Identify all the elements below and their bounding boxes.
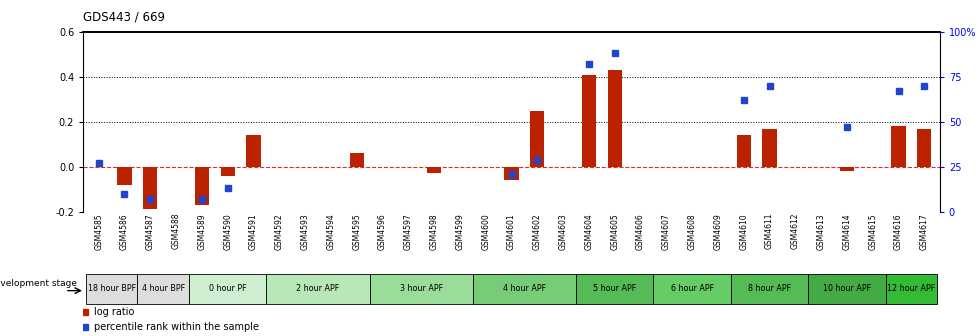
- Text: GSM4609: GSM4609: [713, 213, 722, 250]
- Text: development stage: development stage: [0, 280, 76, 288]
- Text: GSM4603: GSM4603: [558, 213, 567, 250]
- Text: GSM4589: GSM4589: [198, 213, 206, 250]
- Text: GSM4596: GSM4596: [378, 213, 386, 250]
- Text: GSM4585: GSM4585: [94, 213, 103, 250]
- Text: GSM4594: GSM4594: [326, 213, 335, 250]
- Text: GSM4595: GSM4595: [352, 213, 361, 250]
- Bar: [86, 274, 137, 304]
- Text: GSM4611: GSM4611: [764, 213, 774, 249]
- Bar: [808, 274, 885, 304]
- Text: GSM4592: GSM4592: [275, 213, 284, 250]
- Bar: [266, 274, 370, 304]
- Bar: [117, 167, 131, 185]
- Text: 6 hour APF: 6 hour APF: [670, 284, 713, 293]
- Text: GSM4606: GSM4606: [636, 213, 645, 250]
- Text: GSM4605: GSM4605: [609, 213, 619, 250]
- Text: GSM4610: GSM4610: [738, 213, 747, 250]
- Text: GSM4588: GSM4588: [171, 213, 180, 249]
- Text: GSM4601: GSM4601: [507, 213, 515, 250]
- Bar: [731, 274, 808, 304]
- Text: GSM4590: GSM4590: [223, 213, 232, 250]
- Bar: [195, 167, 208, 205]
- Bar: [349, 153, 364, 167]
- Text: 3 hour APF: 3 hour APF: [399, 284, 442, 293]
- Text: GSM4591: GSM4591: [248, 213, 258, 250]
- Text: percentile rank within the sample: percentile rank within the sample: [94, 322, 258, 332]
- Text: GSM4597: GSM4597: [403, 213, 413, 250]
- Bar: [839, 167, 853, 171]
- Text: GSM4614: GSM4614: [842, 213, 851, 250]
- Text: 8 hour APF: 8 hour APF: [747, 284, 790, 293]
- Text: GSM4604: GSM4604: [584, 213, 593, 250]
- Text: 4 hour BPF: 4 hour BPF: [142, 284, 185, 293]
- Bar: [885, 274, 936, 304]
- Text: GSM4587: GSM4587: [146, 213, 155, 250]
- Text: GSM4602: GSM4602: [532, 213, 541, 250]
- Bar: [246, 135, 260, 167]
- Bar: [143, 167, 157, 209]
- Bar: [735, 135, 750, 167]
- Text: GSM4615: GSM4615: [867, 213, 876, 250]
- Bar: [652, 274, 731, 304]
- Text: GSM4617: GSM4617: [919, 213, 928, 250]
- Text: 12 hour APF: 12 hour APF: [886, 284, 935, 293]
- Text: GSM4586: GSM4586: [120, 213, 129, 250]
- Bar: [189, 274, 266, 304]
- Bar: [891, 126, 905, 167]
- Bar: [220, 167, 235, 176]
- Bar: [370, 274, 472, 304]
- Bar: [137, 274, 189, 304]
- Bar: [530, 111, 544, 167]
- Text: GSM4613: GSM4613: [816, 213, 824, 250]
- Text: 0 hour PF: 0 hour PF: [208, 284, 246, 293]
- Text: log ratio: log ratio: [94, 307, 134, 318]
- Text: GSM4593: GSM4593: [300, 213, 309, 250]
- Text: GSM4616: GSM4616: [893, 213, 902, 250]
- Text: GSM4607: GSM4607: [661, 213, 670, 250]
- Text: GSM4598: GSM4598: [429, 213, 438, 250]
- Text: 18 hour BPF: 18 hour BPF: [87, 284, 136, 293]
- Bar: [762, 129, 776, 167]
- Bar: [426, 167, 441, 173]
- Bar: [916, 129, 930, 167]
- Text: GSM4612: GSM4612: [790, 213, 799, 249]
- Bar: [504, 167, 518, 180]
- Text: 2 hour APF: 2 hour APF: [296, 284, 339, 293]
- Bar: [607, 70, 621, 167]
- Text: GSM4608: GSM4608: [687, 213, 696, 250]
- Text: 4 hour APF: 4 hour APF: [503, 284, 546, 293]
- Bar: [575, 274, 652, 304]
- Text: GSM4600: GSM4600: [481, 213, 490, 250]
- Bar: [581, 75, 596, 167]
- Text: GDS443 / 669: GDS443 / 669: [83, 10, 165, 23]
- Text: GSM4599: GSM4599: [455, 213, 464, 250]
- Bar: [472, 274, 575, 304]
- Text: 10 hour APF: 10 hour APF: [822, 284, 870, 293]
- Text: 5 hour APF: 5 hour APF: [593, 284, 636, 293]
